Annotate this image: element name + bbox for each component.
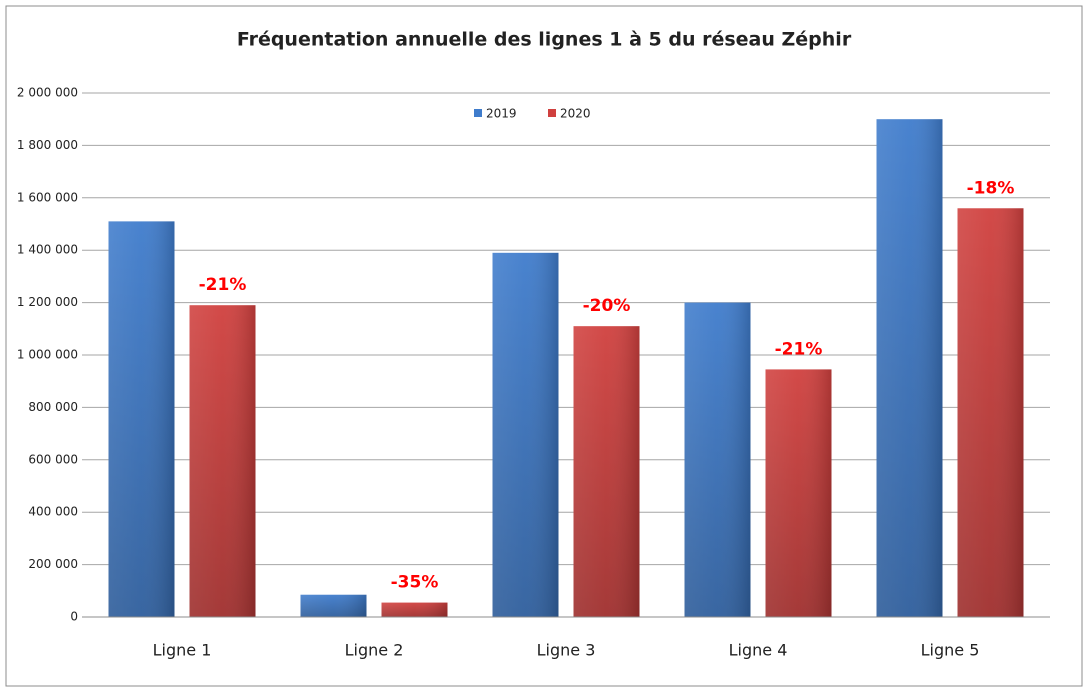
bar-shade	[300, 594, 367, 617]
y-tick-label: 1 400 000	[17, 243, 78, 257]
y-tick-label: 600 000	[28, 452, 78, 466]
x-tick-label: Ligne 1	[153, 641, 212, 660]
legend-swatch	[474, 109, 482, 117]
x-tick-label: Ligne 5	[921, 641, 980, 660]
annotation: -21%	[199, 275, 247, 295]
bar-shade	[108, 221, 175, 617]
y-tick-label: 1 200 000	[17, 295, 78, 309]
annotation: -20%	[583, 296, 631, 316]
annotation: -35%	[391, 573, 439, 593]
legend-label: 2019	[486, 107, 517, 121]
y-tick-label: 800 000	[28, 400, 78, 414]
y-tick-label: 1 600 000	[17, 190, 78, 204]
y-tick-label: 1 000 000	[17, 348, 78, 362]
bar-shade	[189, 305, 256, 617]
legend-label: 2020	[560, 107, 591, 121]
bar-shade	[684, 302, 751, 617]
bar-shade	[573, 326, 640, 617]
bar-shade	[957, 208, 1024, 617]
y-tick-label: 400 000	[28, 505, 78, 519]
legend-swatch	[548, 109, 556, 117]
bar-shade	[765, 369, 832, 617]
bar-shade	[876, 119, 943, 617]
bar-shade	[381, 602, 448, 617]
y-tick-label: 2 000 000	[17, 86, 78, 100]
y-tick-label: 200 000	[28, 557, 78, 571]
bar-shade	[492, 252, 559, 617]
annotation: -18%	[967, 178, 1015, 198]
annotation: -21%	[775, 339, 823, 359]
x-tick-label: Ligne 2	[345, 641, 404, 660]
y-tick-label: 1 800 000	[17, 138, 78, 152]
chart-title: Fréquentation annuelle des lignes 1 à 5 …	[237, 29, 852, 51]
y-tick-label: 0	[70, 610, 78, 624]
x-tick-label: Ligne 4	[729, 641, 788, 660]
x-tick-label: Ligne 3	[537, 641, 596, 660]
